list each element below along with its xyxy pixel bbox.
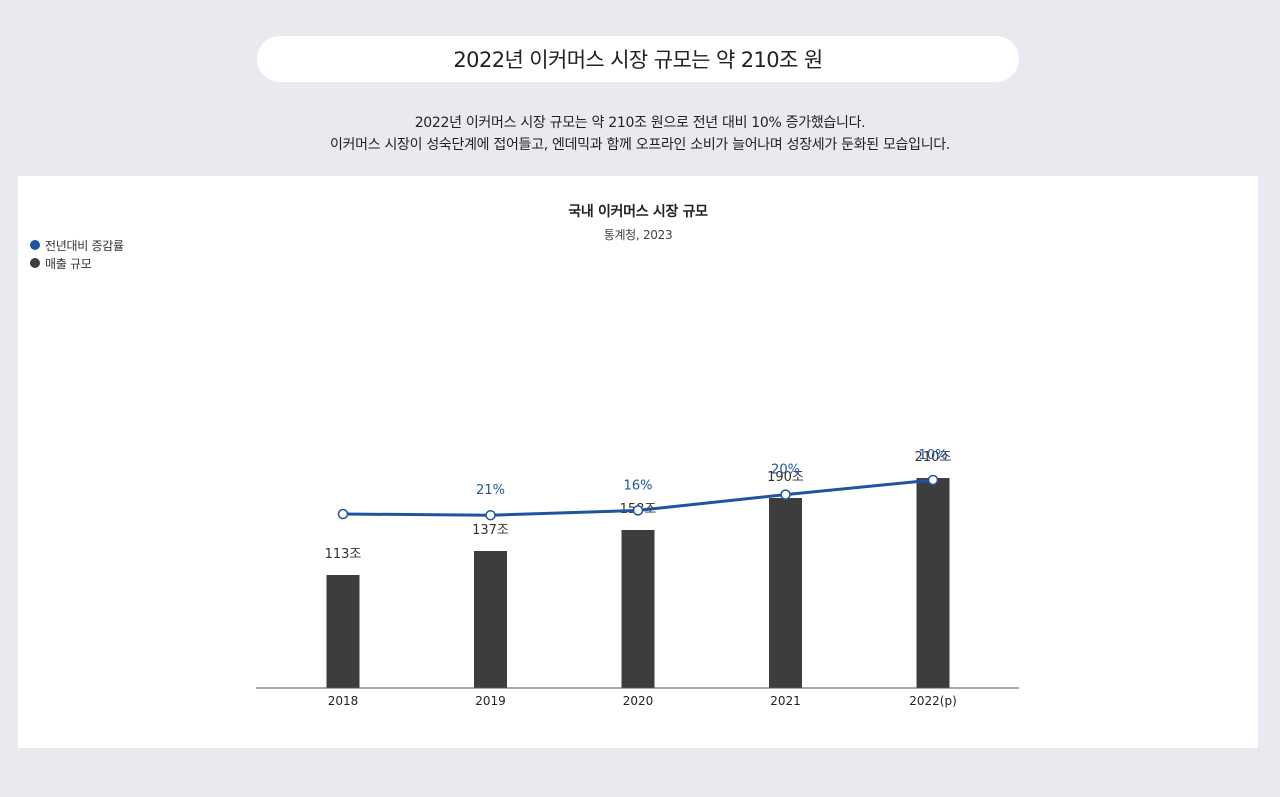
bar-value-label: 190조 <box>767 470 804 485</box>
bar <box>326 575 360 688</box>
growth-point <box>337 508 349 520</box>
x-tick-label: 2022(p) <box>909 694 957 708</box>
description-line-2: 이커머스 시장이 성숙단계에 접어들고, 엔데믹과 함께 오프라인 소비가 늘어… <box>329 137 951 153</box>
bar <box>916 478 950 688</box>
growth-point <box>780 489 791 500</box>
legend-label: 전년대비 증감률 <box>45 238 124 253</box>
bar-value-label: 210조 <box>915 450 952 465</box>
growth-point <box>927 474 939 486</box>
description-line-1: 2022년 이커머스 시장 규모는 약 210조 원으로 전년 대비 10% 증… <box>414 115 866 131</box>
chart-canvas: 113조2018137조2019158조2020190조2021210조2022… <box>256 448 1019 708</box>
bar <box>769 498 802 688</box>
description: 2022년 이커머스 시장 규모는 약 210조 원으로 전년 대비 10% 증… <box>0 112 1280 156</box>
chart-legend: 전년대비 증감률 매출 규모 <box>30 236 124 272</box>
growth-value-label: 20% <box>771 463 800 478</box>
chart-title: 국내 이커머스 시장 규모 <box>568 204 708 220</box>
x-tick-label: 2021 <box>770 694 801 708</box>
x-tick-label: 2018 <box>328 694 359 708</box>
bar-value-label: 137조 <box>472 523 509 538</box>
legend-item-growth-rate: 전년대비 증감률 <box>30 236 124 254</box>
growth-value-label: 10% <box>919 448 948 463</box>
bar-value-label: 113조 <box>325 547 362 562</box>
legend-label: 매출 규모 <box>45 256 92 271</box>
x-tick-label: 2019 <box>475 694 506 708</box>
growth-point <box>632 505 644 516</box>
growth-value-label: 16% <box>624 478 653 493</box>
legend-item-sales: 매출 규모 <box>30 254 124 272</box>
chart-subtitle: 통계청, 2023 <box>603 228 673 242</box>
page-title: 2022년 이커머스 시장 규모는 약 210조 원 <box>257 36 1019 82</box>
x-tick-label: 2020 <box>623 694 654 708</box>
chart-panel: 국내 이커머스 시장 규모 통계청, 2023 전년대비 증감률 매출 규모 1… <box>18 176 1258 748</box>
legend-dot-blue <box>30 240 40 250</box>
growth-point <box>485 509 496 521</box>
bar <box>621 530 655 688</box>
growth-value-label: 21% <box>476 483 505 498</box>
legend-dot-dark <box>30 258 40 268</box>
bar <box>474 551 507 688</box>
